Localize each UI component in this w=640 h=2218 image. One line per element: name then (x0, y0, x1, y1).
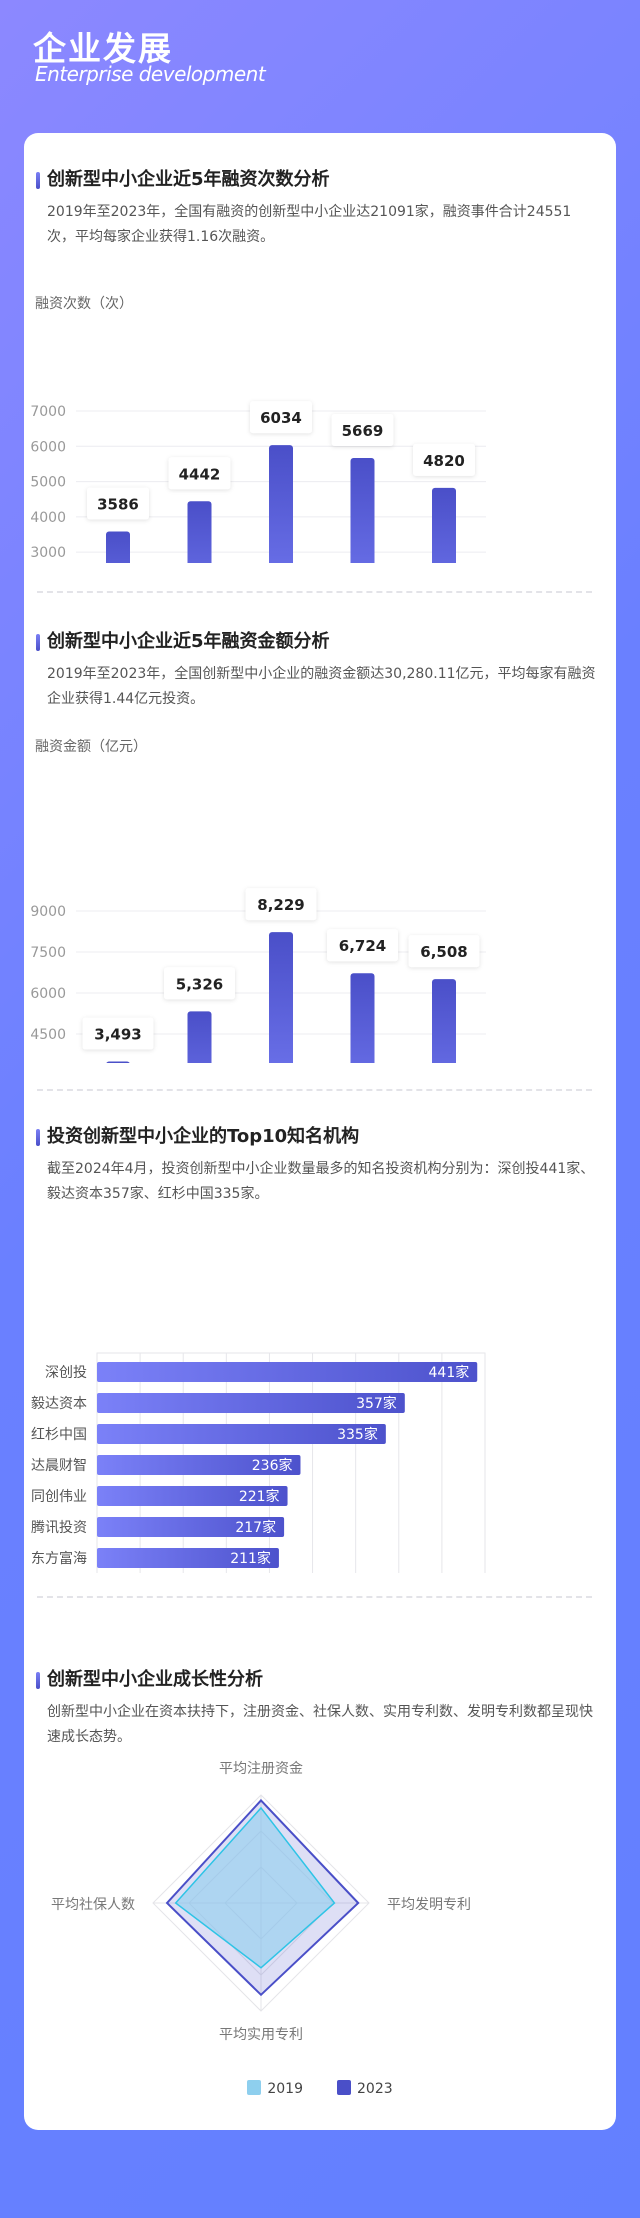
bar (187, 501, 212, 563)
bar (350, 973, 375, 1063)
data-label: 217家 (235, 1519, 276, 1536)
data-label: 236家 (252, 1457, 293, 1474)
legend-label: 2019 (267, 2081, 303, 2097)
y-tick-label: 9000 (30, 904, 66, 920)
bar (269, 445, 293, 563)
section-growth: 创新型中小企业成长性分析 创新型中小企业在资本扶持下，注册资金、社保人数、实用专… (36, 1668, 604, 1750)
page-title: 企业发展 (33, 29, 173, 68)
indicator-label: 平均实用专利 (219, 2027, 303, 2043)
indicator-label: 平均注册资金 (219, 1761, 303, 1777)
financing-count-chart: 0100020003000400050006000700035862019444… (30, 401, 486, 563)
bar (432, 979, 456, 1063)
data-label: 221家 (239, 1488, 280, 1505)
section-desc: 2019年至2023年，全国有融资的创新型中小企业达21091家，融资事件合计2… (47, 204, 572, 245)
section-desc: 2019年至2023年，全国创新型中小企业的融资金额达30,280.11亿元，平… (47, 666, 596, 707)
section-desc: 截至2024年4月，投资创新型中小企业数量最多的知名投资机构分别为：深创投441… (47, 1161, 595, 1202)
legend-swatch (337, 2080, 351, 2095)
data-label: 441家 (429, 1364, 470, 1381)
data-label: 6034 (260, 409, 302, 427)
bar (97, 1517, 285, 1537)
data-label-box (82, 1017, 154, 1050)
data-label-box (250, 401, 312, 434)
data-label-box (327, 929, 398, 962)
data-label-box (331, 413, 394, 446)
y-tick-label: 7000 (30, 404, 66, 420)
financing-amount-chart: 01500300045006000750090003,49320195,3262… (30, 888, 486, 1063)
data-label: 5,326 (176, 975, 223, 993)
section-desc: 创新型中小企业在资本扶持下，注册资金、社保人数、实用专利数、发明专利数都呈现快速… (47, 1704, 593, 1745)
y-tick-label: 4000 (30, 510, 66, 526)
bar (97, 1455, 301, 1475)
data-label-box (408, 935, 480, 968)
section-title: 创新型中小企业成长性分析 (36, 1668, 604, 1692)
data-label: 6,724 (339, 937, 386, 955)
y-tick-label: 7500 (30, 945, 66, 961)
data-label-box (413, 443, 475, 476)
section-financing-count: 创新型中小企业近5年融资次数分析 2019年至2023年，全国有融资的创新型中小… (36, 168, 604, 250)
data-label: 335家 (337, 1426, 378, 1443)
y-tick-label: 6000 (30, 439, 66, 455)
data-label: 3,493 (94, 1026, 141, 1044)
data-label-box (164, 967, 235, 1000)
bar (97, 1393, 405, 1413)
y-axis-label: 融资金额（亿元） (35, 739, 147, 755)
y-tick-label: 3000 (30, 545, 66, 561)
bar (97, 1486, 288, 1506)
category-label: 毅达资本 (31, 1395, 87, 1412)
y-tick-label: 6000 (30, 986, 66, 1002)
data-label: 6,508 (420, 943, 467, 961)
category-label: 达晨财智 (31, 1458, 87, 1474)
data-label: 5669 (342, 422, 384, 440)
bar (432, 487, 456, 563)
category-label: 深创投 (45, 1365, 87, 1381)
data-label: 4820 (423, 452, 465, 470)
data-label: 211家 (230, 1550, 271, 1567)
y-tick-label: 5000 (30, 475, 66, 491)
legend-item-2023[interactable]: 2023 (337, 2080, 393, 2097)
content-card: 创新型中小企业近5年融资次数分析 2019年至2023年，全国有融资的创新型中小… (24, 133, 616, 2130)
legend-label: 2023 (357, 2081, 393, 2097)
indicator-label: 平均社保人数 (51, 1897, 135, 1913)
section-title: 投资创新型中小企业的Top10知名机构 (36, 1125, 604, 1149)
indicator-label: 平均发明专利 (387, 1897, 471, 1913)
section-title: 创新型中小企业近5年融资次数分析 (36, 168, 604, 192)
y-tick-label: 4500 (30, 1027, 66, 1043)
legend-item-2019[interactable]: 2019 (247, 2080, 303, 2097)
bar (97, 1424, 386, 1444)
page-subtitle: Enterprise development (35, 62, 266, 86)
bar (106, 1061, 130, 1063)
bar (350, 457, 375, 563)
radar-legend: 2019 2023 (24, 2080, 616, 2097)
radar-series-2019 (174, 1806, 336, 1969)
top10-institutions-chart: 050100150200250300350400450441家深创投357家毅达… (31, 1352, 486, 1573)
bar (97, 1548, 279, 1568)
data-label-box (87, 487, 149, 520)
bar (187, 1011, 212, 1063)
category-label: 东方富海 (31, 1550, 87, 1567)
section-financing-amount: 创新型中小企业近5年融资金额分析 2019年至2023年，全国创新型中小企业的融… (36, 630, 604, 712)
data-label: 8,229 (257, 896, 304, 914)
section-title: 创新型中小企业近5年融资金额分析 (36, 630, 604, 654)
divider (37, 591, 592, 593)
category-label: 红杉中国 (31, 1427, 87, 1443)
data-label: 4442 (179, 465, 221, 483)
divider (37, 1596, 592, 1598)
data-label: 357家 (356, 1395, 397, 1412)
bar (269, 932, 293, 1063)
y-axis-label: 融资次数（次） (35, 296, 133, 312)
data-label-box (245, 888, 317, 921)
legend-swatch (247, 2080, 262, 2095)
category-label: 腾讯投资 (31, 1519, 87, 1536)
bar (97, 1362, 478, 1382)
section-top10: 投资创新型中小企业的Top10知名机构 截至2024年4月，投资创新型中小企业数… (36, 1125, 604, 1207)
divider (37, 1089, 592, 1091)
category-label: 同创伟业 (31, 1489, 87, 1505)
data-label: 3586 (97, 495, 139, 513)
data-label-box (168, 457, 231, 490)
bar (106, 531, 130, 563)
